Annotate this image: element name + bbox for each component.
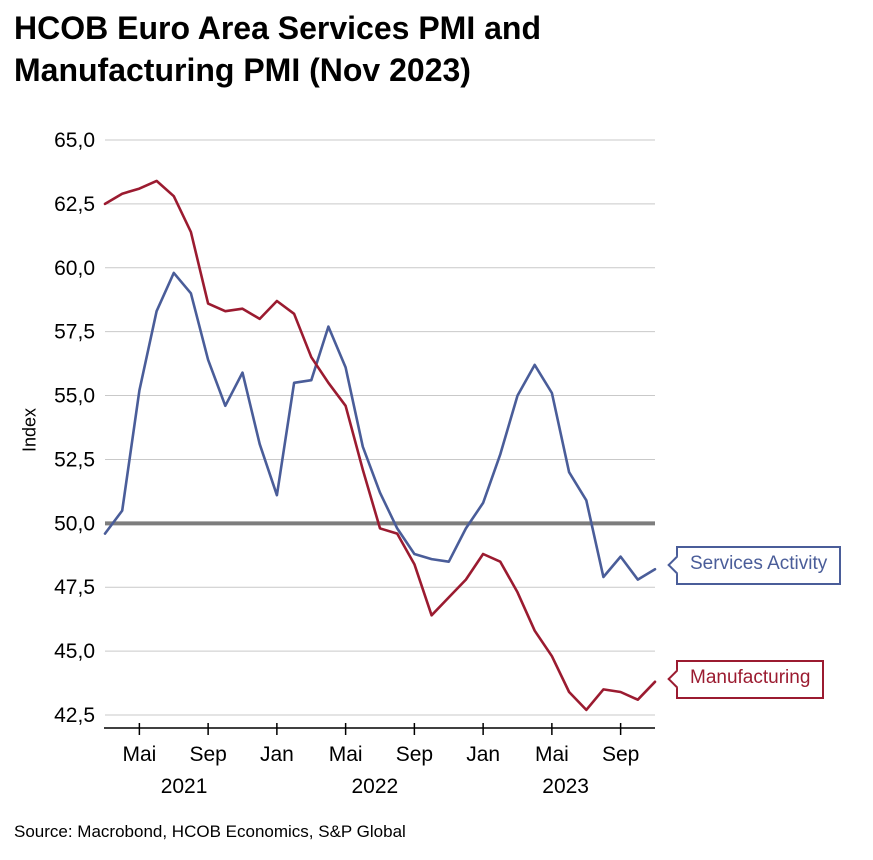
services-callout: Services Activity [667,546,842,585]
y-tick-label: 52,5 [54,448,95,471]
y-tick-label: 42,5 [54,704,95,727]
x-tick-label: Mai [122,743,156,766]
x-tick-label: Sep [396,743,433,766]
y-tick-label: 62,5 [54,193,95,216]
x-tick-label: Mai [535,743,569,766]
year-label: 2022 [351,775,398,798]
y-tick-label: 55,0 [54,385,95,408]
manufacturing-callout: Manufacturing [667,660,825,699]
x-tick-label: Mai [329,743,363,766]
chart-title: HCOB Euro Area Services PMI and Manufact… [14,10,541,88]
y-tick-label: 45,0 [54,640,95,663]
x-tick-label: Sep [189,743,226,766]
y-tick-label: 60,0 [54,257,95,280]
y-tick-label: 65,0 [54,129,95,152]
x-tick-label: Sep [602,743,639,766]
y-tick-label: 50,0 [54,512,95,535]
y-tick-label: 47,5 [54,576,95,599]
services-callout-label: Services Activity [690,553,828,574]
year-label: 2021 [161,775,208,798]
year-label: 2023 [542,775,589,798]
y-axis-label: Index [19,407,40,453]
manufacturing-callout-label: Manufacturing [690,667,811,688]
services-line [103,271,657,581]
y-tick-label: 57,5 [54,321,95,344]
x-tick-label: Jan [466,743,500,766]
source-text: Source: Macrobond, HCOB Economics, S&P G… [14,822,406,841]
manufacturing-line [103,179,657,712]
x-tick-label: Jan [260,743,294,766]
